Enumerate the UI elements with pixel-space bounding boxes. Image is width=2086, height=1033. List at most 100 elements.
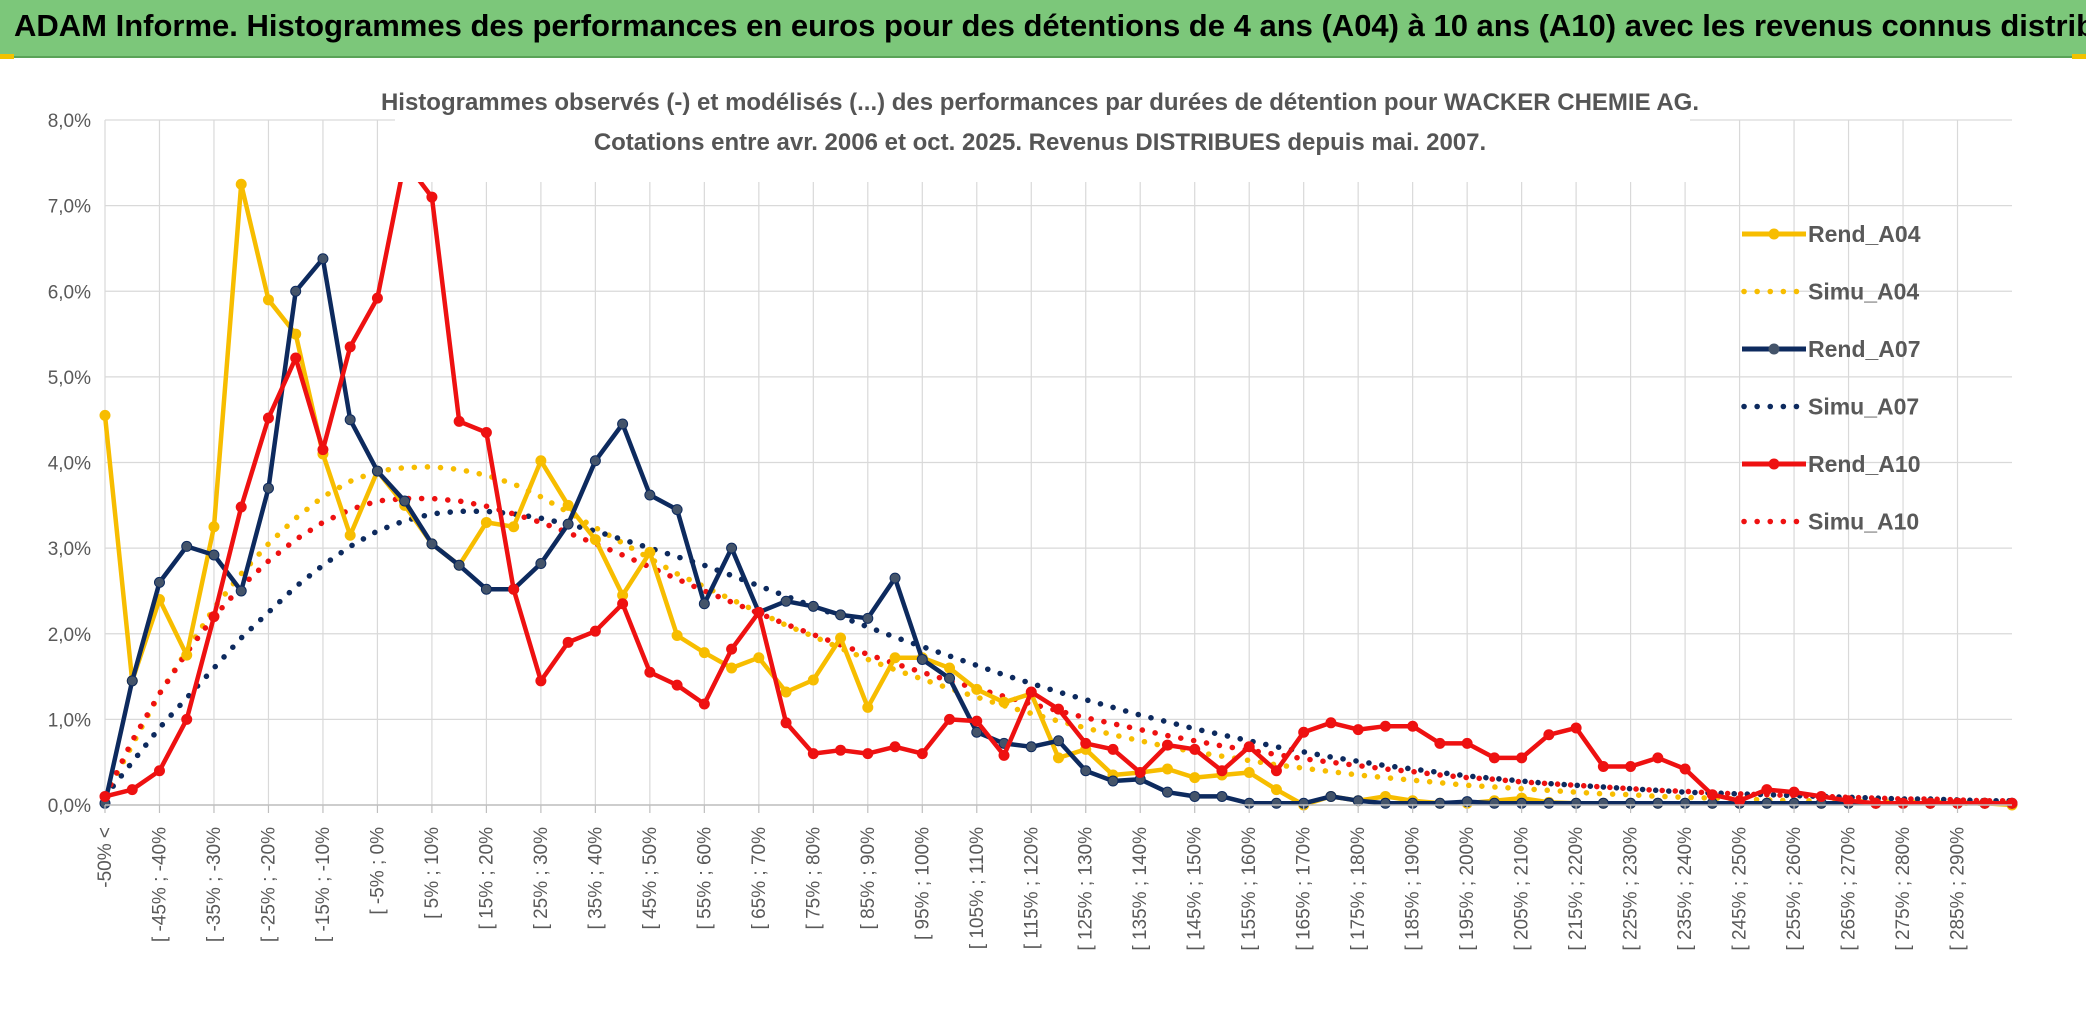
- data-point: [726, 643, 738, 655]
- series-simu-a07: [102, 508, 2015, 804]
- data-point: [344, 341, 356, 353]
- x-tick-label: [ 215% ; 220%: [1566, 827, 1587, 951]
- legend-item-simu-a04: Simu_A04: [1741, 279, 1919, 305]
- data-point: [1461, 737, 1473, 749]
- x-tick-label: [ 225% ; 230%: [1621, 827, 1642, 951]
- data-point: [1352, 795, 1364, 807]
- data-point: [1025, 741, 1037, 753]
- data-point: [998, 749, 1010, 761]
- data-point: [1161, 739, 1173, 751]
- data-point: [889, 572, 901, 584]
- data-point: [835, 609, 847, 621]
- data-point: [181, 649, 193, 661]
- data-point: [1543, 797, 1555, 809]
- series-line: [102, 495, 2015, 804]
- data-point: [1843, 795, 1855, 807]
- series-simu-a10: [102, 495, 2015, 804]
- data-point: [944, 672, 956, 684]
- data-point: [862, 748, 874, 760]
- y-tick-label: 1,0%: [48, 710, 91, 731]
- data-point: [1788, 786, 1800, 798]
- legend-label: Simu_A07: [1808, 394, 1919, 420]
- data-point: [971, 715, 983, 727]
- x-tick-label: [ 165% ; 170%: [1294, 827, 1315, 951]
- legend-item-rend-a04: Rend_A04: [1742, 221, 1921, 247]
- data-point: [1652, 797, 1664, 809]
- x-tick-label: [ 55% ; 60%: [694, 827, 715, 930]
- x-tick-label: [ 115% ; 120%: [1021, 827, 1042, 949]
- data-point: [1270, 797, 1282, 809]
- data-point: [1189, 743, 1201, 755]
- legend-marker: [1768, 458, 1780, 470]
- data-point: [1270, 784, 1282, 796]
- data-point: [181, 713, 193, 725]
- data-point: [1216, 790, 1228, 802]
- series-rend-a04: [99, 178, 2018, 811]
- x-tick-label: [ 155% ; 160%: [1239, 827, 1260, 951]
- data-point: [589, 625, 601, 637]
- y-tick-label: 0,0%: [48, 796, 91, 817]
- y-tick-label: 8,0%: [48, 111, 91, 132]
- data-point: [480, 583, 492, 595]
- data-point: [1625, 760, 1637, 772]
- data-point: [617, 598, 629, 610]
- legend-label: Simu_A10: [1808, 509, 1919, 535]
- data-point: [780, 717, 792, 729]
- data-point: [589, 534, 601, 546]
- data-point: [1379, 797, 1391, 809]
- legend-label: Simu_A04: [1808, 279, 1919, 305]
- data-point: [1134, 766, 1146, 778]
- legend-label: Rend_A10: [1808, 451, 1920, 477]
- data-point: [562, 518, 574, 530]
- data-point: [1270, 765, 1282, 777]
- corner-accent-left: [0, 54, 14, 59]
- x-tick-label: [ 105% ; 110%: [967, 827, 988, 949]
- x-tick-label: [ 85% ; 90%: [858, 827, 879, 930]
- data-point: [535, 558, 547, 570]
- y-tick-label: 2,0%: [48, 625, 91, 646]
- x-tick-label: [ -25% ; -20%: [258, 827, 279, 942]
- x-tick-label: [ -45% ; -40%: [149, 827, 170, 942]
- data-point: [1352, 724, 1364, 736]
- data-point: [290, 285, 302, 297]
- legend-item-rend-a07: Rend_A07: [1742, 336, 1920, 362]
- data-point: [126, 784, 138, 796]
- legend-label: Rend_A07: [1808, 336, 1920, 362]
- legend: Rend_A04 Simu_A04 Rend_A07 Simu_A07 Rend_A10…: [1741, 221, 1921, 535]
- series-layer: [99, 155, 2018, 811]
- data-point: [1543, 729, 1555, 741]
- data-point: [671, 504, 683, 516]
- data-point: [1488, 752, 1500, 764]
- legend-label: Rend_A04: [1808, 221, 1921, 247]
- y-tick-label: 6,0%: [48, 282, 91, 303]
- data-point: [208, 549, 220, 561]
- data-point: [998, 696, 1010, 708]
- data-point: [126, 675, 138, 687]
- data-point: [753, 652, 765, 664]
- data-point: [698, 598, 710, 610]
- data-point: [807, 674, 819, 686]
- data-point: [153, 765, 165, 777]
- data-point: [235, 501, 247, 513]
- x-tick-label: [ 185% ; 190%: [1403, 827, 1424, 951]
- data-point: [1434, 737, 1446, 749]
- data-point: [589, 455, 601, 467]
- legend-item-simu-a10: Simu_A10: [1741, 509, 1919, 535]
- data-point: [644, 546, 656, 558]
- data-point: [208, 521, 220, 533]
- data-point: [1161, 763, 1173, 775]
- series-rend-a10: [99, 155, 2018, 809]
- y-tick-label: 7,0%: [48, 197, 91, 218]
- y-tick-label: 4,0%: [48, 454, 91, 475]
- x-tick-label: [ 265% ; 270%: [1839, 827, 1860, 951]
- data-point: [671, 629, 683, 641]
- data-point: [1107, 743, 1119, 755]
- data-point: [1979, 797, 1991, 809]
- data-point: [780, 595, 792, 607]
- data-point: [344, 414, 356, 426]
- legend-marker: [1768, 228, 1780, 240]
- data-point: [1189, 790, 1201, 802]
- data-point: [562, 636, 574, 648]
- data-point: [1734, 795, 1746, 807]
- data-point: [535, 675, 547, 687]
